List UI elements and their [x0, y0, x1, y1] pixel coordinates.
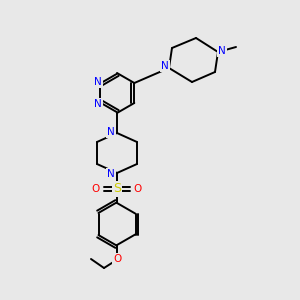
Text: N: N: [107, 169, 115, 179]
Text: N: N: [94, 77, 102, 87]
Text: S: S: [113, 182, 121, 196]
Text: N: N: [107, 127, 115, 137]
Text: O: O: [134, 184, 142, 194]
Text: N: N: [161, 61, 169, 71]
Text: O: O: [92, 184, 100, 194]
Text: N: N: [94, 99, 102, 109]
Text: N: N: [218, 46, 226, 56]
Text: O: O: [113, 254, 121, 264]
